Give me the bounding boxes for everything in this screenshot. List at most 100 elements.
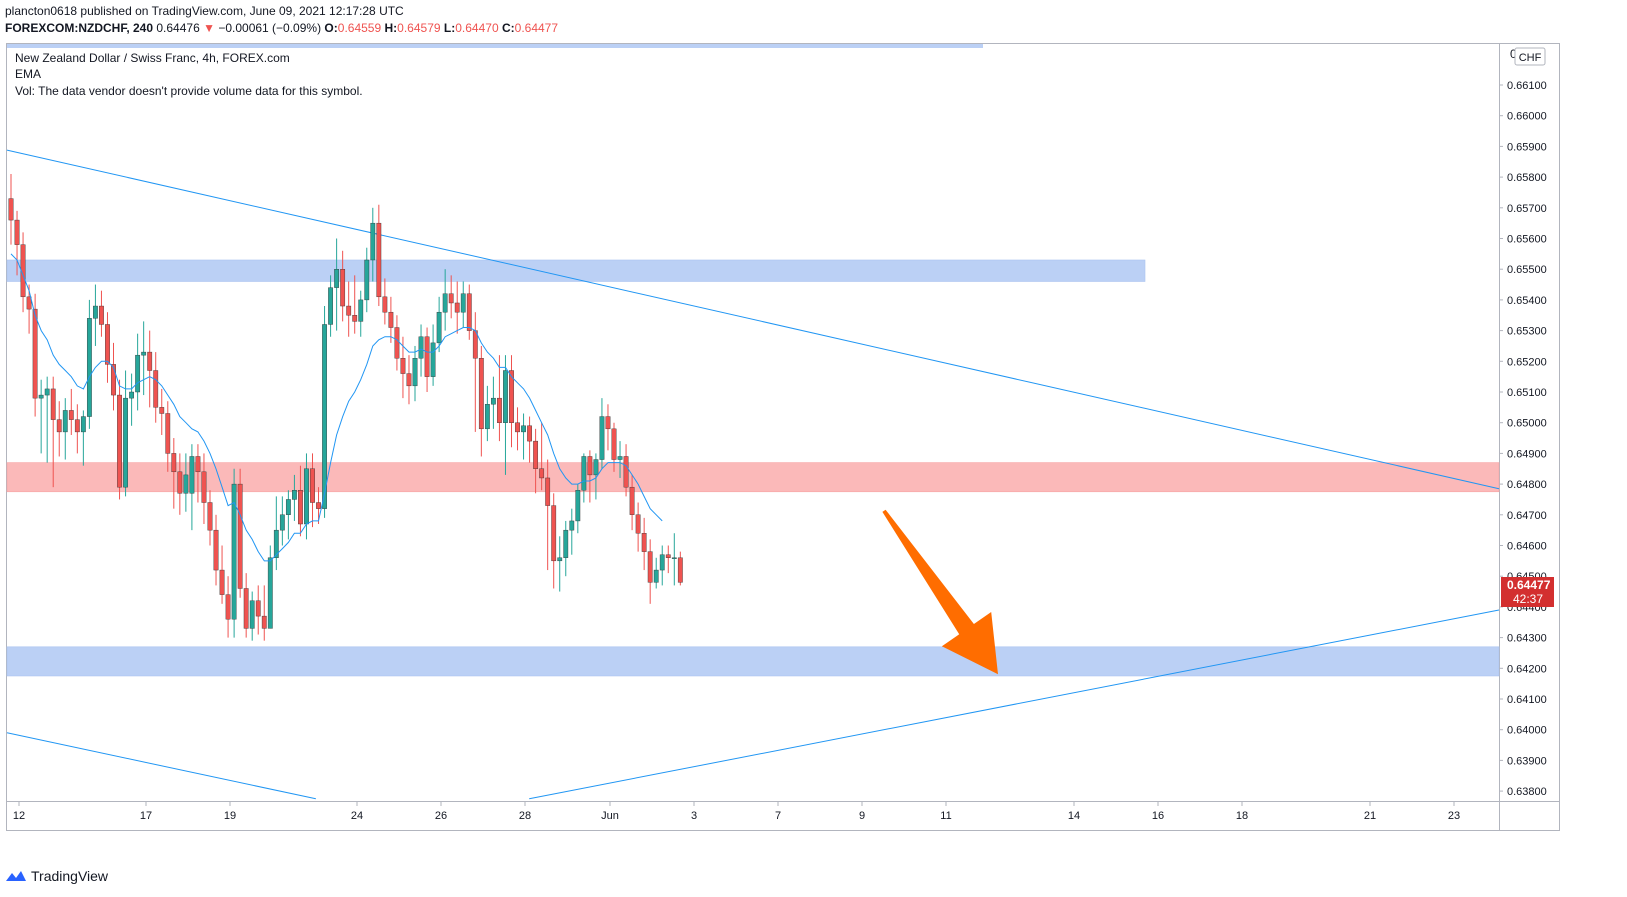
legend-title: New Zealand Dollar / Swiss Franc, 4h, FO… bbox=[15, 51, 290, 65]
candle-body bbox=[279, 514, 285, 531]
candle-body bbox=[231, 483, 237, 620]
candles-layer bbox=[8, 174, 683, 641]
candle bbox=[189, 444, 195, 531]
candle-body bbox=[659, 554, 665, 571]
candle-body bbox=[412, 358, 418, 387]
candle bbox=[123, 370, 128, 497]
candle bbox=[521, 413, 526, 460]
price-change: −0.00061 (−0.09%) bbox=[218, 21, 322, 35]
candle-body bbox=[334, 269, 340, 288]
candle-body bbox=[424, 336, 430, 377]
candle bbox=[322, 306, 327, 518]
candle-body bbox=[153, 370, 159, 408]
candle bbox=[497, 355, 502, 442]
candle bbox=[86, 299, 92, 429]
candle bbox=[587, 450, 593, 503]
candle bbox=[611, 422, 617, 472]
candle-body bbox=[388, 311, 394, 328]
price-chart[interactable]: 0.66100 0.66000 0.65900 0.65800 0.65700 0.656… bbox=[0, 0, 1627, 860]
candle bbox=[340, 250, 346, 322]
candle bbox=[563, 520, 569, 577]
candle bbox=[659, 545, 665, 586]
candle-body bbox=[189, 456, 195, 494]
candle-body bbox=[44, 388, 50, 396]
candle bbox=[105, 312, 110, 383]
price-tick-label: 0.65700 bbox=[1507, 203, 1547, 215]
candle bbox=[376, 204, 382, 307]
price-tick-label: 0.65000 bbox=[1507, 418, 1547, 430]
trendlines-layer bbox=[6, 149, 1500, 800]
candle bbox=[491, 376, 496, 429]
candle-body bbox=[406, 373, 412, 387]
legend-vol: Vol: The data vendor doesn't provide vol… bbox=[15, 84, 363, 98]
candle-body bbox=[671, 557, 677, 559]
candle-body bbox=[159, 407, 165, 414]
candle bbox=[370, 207, 376, 282]
candle-body bbox=[370, 222, 376, 261]
candle-body bbox=[418, 336, 424, 359]
candle bbox=[581, 453, 587, 503]
currency-box[interactable] bbox=[1514, 47, 1546, 66]
footer-brand[interactable]: TradingView bbox=[5, 868, 108, 884]
candle bbox=[249, 591, 255, 641]
time-axis-ticks: 12 17 19 24 26 28 Jun 3 7 9 11 14 16 18 21 23 bbox=[13, 802, 1460, 822]
candle bbox=[388, 296, 394, 343]
candle-body bbox=[123, 397, 128, 488]
trendline-0 bbox=[6, 149, 1500, 490]
candle-body bbox=[195, 456, 201, 473]
candle bbox=[93, 284, 98, 346]
time-tick-label: 14 bbox=[1068, 810, 1080, 822]
candle-body bbox=[352, 315, 358, 322]
candle-body bbox=[310, 468, 315, 503]
candle bbox=[671, 533, 677, 586]
candle bbox=[394, 315, 400, 371]
candle-body bbox=[346, 305, 352, 316]
candle-body bbox=[273, 529, 279, 558]
time-tick-label: 16 bbox=[1152, 810, 1164, 822]
price-tick-label: 0.65100 bbox=[1507, 387, 1547, 399]
candle bbox=[647, 539, 653, 604]
candle-body bbox=[243, 588, 249, 629]
candle bbox=[442, 269, 448, 331]
candle-body bbox=[147, 351, 153, 371]
candle bbox=[515, 407, 520, 451]
candle-body bbox=[442, 293, 448, 313]
candle bbox=[406, 355, 412, 405]
candle bbox=[400, 336, 406, 399]
close-value: 0.64477 bbox=[514, 21, 559, 35]
candle-body bbox=[183, 474, 189, 494]
candle-body bbox=[285, 499, 291, 516]
last-price-tag-value: 0.64477 bbox=[1507, 578, 1551, 592]
candle-body bbox=[527, 425, 532, 442]
candle bbox=[605, 404, 611, 451]
candle-body bbox=[267, 557, 273, 629]
time-tick-label: 7 bbox=[775, 810, 781, 822]
candle bbox=[533, 428, 539, 494]
candle-body bbox=[382, 296, 388, 313]
candle-body bbox=[322, 324, 327, 509]
currency-label: CHF bbox=[1519, 52, 1542, 64]
candle bbox=[141, 321, 147, 396]
candle-body bbox=[460, 293, 466, 313]
candle bbox=[261, 585, 267, 641]
candle-body bbox=[563, 529, 569, 558]
legend-ema[interactable]: EMA bbox=[15, 67, 42, 81]
candle-body bbox=[400, 358, 406, 374]
candle bbox=[201, 453, 207, 525]
candle bbox=[418, 324, 424, 377]
top-zone-strip bbox=[7, 44, 983, 48]
candle bbox=[503, 355, 508, 475]
candle-body bbox=[255, 600, 261, 617]
down-arrow-icon: ▼ bbox=[203, 21, 215, 35]
candle-body bbox=[509, 370, 514, 423]
candle bbox=[509, 355, 514, 448]
candle bbox=[56, 401, 62, 457]
candle bbox=[8, 174, 14, 245]
candle bbox=[539, 422, 545, 491]
price-tick-label: 0.65200 bbox=[1507, 356, 1547, 368]
candle-body bbox=[376, 222, 382, 298]
time-tick-label: 21 bbox=[1364, 810, 1376, 822]
candle bbox=[231, 468, 237, 638]
candle bbox=[551, 493, 557, 589]
time-tick-label: 19 bbox=[224, 810, 236, 822]
